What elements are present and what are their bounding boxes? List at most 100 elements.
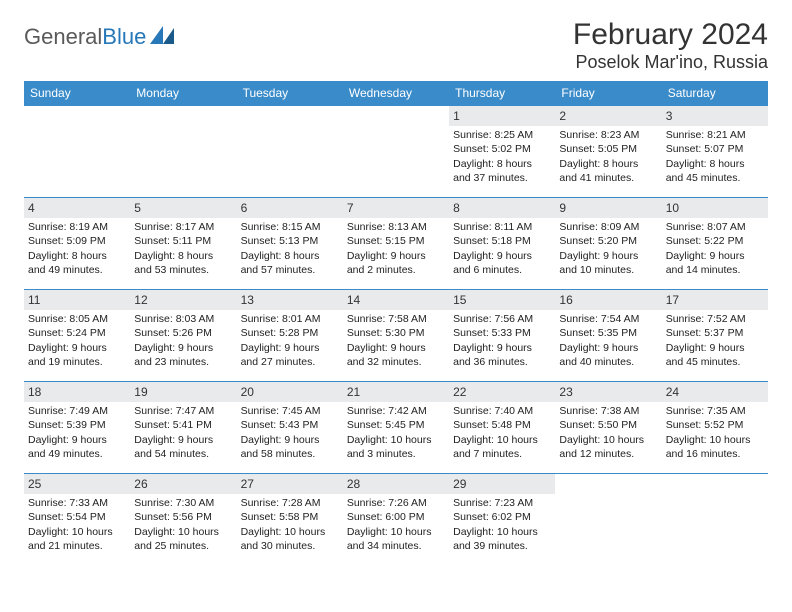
logo: GeneralBlue: [24, 18, 176, 50]
month-title: February 2024: [573, 18, 768, 52]
calendar-cell: 21 Sunrise: 7:42 AMSunset: 5:45 PMDayligh…: [343, 382, 449, 474]
sunset-text: Sunset: 5:35 PM: [559, 326, 657, 340]
calendar-row: 11Sunrise: 8:05 AMSunset: 5:24 PMDayligh…: [24, 290, 768, 382]
logo-word1: General: [24, 24, 102, 50]
sunset-text: Sunset: 5:02 PM: [453, 142, 551, 156]
sunrise-text: Sunrise: 8:13 AM: [347, 220, 445, 234]
sunset-text: Sunset: 5:58 PM: [241, 510, 339, 524]
sunrise-text: Sunrise: 8:23 AM: [559, 128, 657, 142]
calendar-cell: 11Sunrise: 8:05 AMSunset: 5:24 PMDayligh…: [24, 290, 130, 382]
daylight-text: Daylight: 9 hours and 49 minutes.: [28, 433, 126, 461]
calendar-cell: 6Sunrise: 8:15 AMSunset: 5:13 PMDaylight…: [237, 198, 343, 290]
calendar-cell: 27Sunrise: 7:28 AMSunset: 5:58 PMDayligh…: [237, 474, 343, 566]
daylight-text: Daylight: 10 hours and 12 minutes.: [559, 433, 657, 461]
sunset-text: Sunset: 5:28 PM: [241, 326, 339, 340]
daylight-text: Daylight: 9 hours and 54 minutes.: [134, 433, 232, 461]
sunrise-text: Sunrise: 7:38 AM: [559, 404, 657, 418]
day-number: 5: [130, 198, 236, 218]
weekday-header: Wednesday: [343, 81, 449, 106]
sunset-text: Sunset: 5:30 PM: [347, 326, 445, 340]
sunrise-text: Sunrise: 7:30 AM: [134, 496, 232, 510]
weekday-header: Saturday: [662, 81, 768, 106]
sunset-text: Sunset: 5:33 PM: [453, 326, 551, 340]
sunset-text: Sunset: 5:43 PM: [241, 418, 339, 432]
sunset-text: Sunset: 5:05 PM: [559, 142, 657, 156]
daylight-text: Daylight: 10 hours and 34 minutes.: [347, 525, 445, 553]
daylight-text: Daylight: 9 hours and 58 minutes.: [241, 433, 339, 461]
sunset-text: Sunset: 5:56 PM: [134, 510, 232, 524]
daylight-text: Daylight: 9 hours and 27 minutes.: [241, 341, 339, 369]
sunset-text: Sunset: 6:00 PM: [347, 510, 445, 524]
calendar-cell: 28Sunrise: 7:26 AMSunset: 6:00 PMDayligh…: [343, 474, 449, 566]
day-number: 11: [24, 290, 130, 310]
daylight-text: Daylight: 8 hours and 53 minutes.: [134, 249, 232, 277]
daylight-text: Daylight: 9 hours and 10 minutes.: [559, 249, 657, 277]
sunrise-text: Sunrise: 7:42 AM: [347, 404, 445, 418]
sunrise-text: Sunrise: 7:33 AM: [28, 496, 126, 510]
sunset-text: Sunset: 5:37 PM: [666, 326, 764, 340]
day-number: 28: [343, 474, 449, 494]
day-number: 21: [343, 382, 449, 402]
location: Poselok Mar'ino, Russia: [573, 52, 768, 73]
sunrise-text: Sunrise: 7:23 AM: [453, 496, 551, 510]
calendar-cell: 29Sunrise: 7:23 AMSunset: 6:02 PMDayligh…: [449, 474, 555, 566]
sunset-text: Sunset: 6:02 PM: [453, 510, 551, 524]
sunset-text: Sunset: 5:26 PM: [134, 326, 232, 340]
calendar-cell: 23Sunrise: 7:38 AMSunset: 5:50 PMDayligh…: [555, 382, 661, 474]
calendar-row: 18Sunrise: 7:49 AMSunset: 5:39 PMDayligh…: [24, 382, 768, 474]
day-number: 22: [449, 382, 555, 402]
day-number: 3: [662, 106, 768, 126]
calendar-cell: 2 Sunrise: 8:23 AMSunset: 5:05 PMDaylight…: [555, 106, 661, 198]
daylight-text: Daylight: 8 hours and 41 minutes.: [559, 157, 657, 185]
sunrise-text: Sunrise: 8:17 AM: [134, 220, 232, 234]
calendar-cell: 4 Sunrise: 8:19 AMSunset: 5:09 PMDaylight…: [24, 198, 130, 290]
sunrise-text: Sunrise: 8:15 AM: [241, 220, 339, 234]
sunrise-text: Sunrise: 8:07 AM: [666, 220, 764, 234]
daylight-text: Daylight: 9 hours and 14 minutes.: [666, 249, 764, 277]
calendar-table: Sunday Monday Tuesday Wednesday Thursday…: [24, 81, 768, 566]
calendar-cell: [662, 474, 768, 566]
day-number: 14: [343, 290, 449, 310]
daylight-text: Daylight: 10 hours and 3 minutes.: [347, 433, 445, 461]
calendar-cell: [343, 106, 449, 198]
day-number: 17: [662, 290, 768, 310]
sunrise-text: Sunrise: 7:54 AM: [559, 312, 657, 326]
sunset-text: Sunset: 5:41 PM: [134, 418, 232, 432]
sunset-text: Sunset: 5:39 PM: [28, 418, 126, 432]
sunset-text: Sunset: 5:07 PM: [666, 142, 764, 156]
sunset-text: Sunset: 5:45 PM: [347, 418, 445, 432]
calendar-cell: [130, 106, 236, 198]
daylight-text: Daylight: 8 hours and 37 minutes.: [453, 157, 551, 185]
day-number: 24: [662, 382, 768, 402]
weekday-header: Thursday: [449, 81, 555, 106]
calendar-cell: 17Sunrise: 7:52 AMSunset: 5:37 PMDayligh…: [662, 290, 768, 382]
sunrise-text: Sunrise: 8:19 AM: [28, 220, 126, 234]
sunrise-text: Sunrise: 7:47 AM: [134, 404, 232, 418]
weekday-header: Monday: [130, 81, 236, 106]
daylight-text: Daylight: 9 hours and 2 minutes.: [347, 249, 445, 277]
calendar-cell: 10Sunrise: 8:07 AMSunset: 5:22 PMDayligh…: [662, 198, 768, 290]
calendar-body: 1Sunrise: 8:25 AMSunset: 5:02 PMDaylight…: [24, 106, 768, 566]
calendar-row: 1Sunrise: 8:25 AMSunset: 5:02 PMDaylight…: [24, 106, 768, 198]
calendar-cell: 3 Sunrise: 8:21 AMSunset: 5:07 PMDaylight…: [662, 106, 768, 198]
daylight-text: Daylight: 8 hours and 49 minutes.: [28, 249, 126, 277]
day-number: 2: [555, 106, 661, 126]
daylight-text: Daylight: 10 hours and 39 minutes.: [453, 525, 551, 553]
day-number: 13: [237, 290, 343, 310]
calendar-cell: [237, 106, 343, 198]
sunrise-text: Sunrise: 7:45 AM: [241, 404, 339, 418]
daylight-text: Daylight: 9 hours and 23 minutes.: [134, 341, 232, 369]
daylight-text: Daylight: 9 hours and 32 minutes.: [347, 341, 445, 369]
sunrise-text: Sunrise: 8:21 AM: [666, 128, 764, 142]
sunset-text: Sunset: 5:22 PM: [666, 234, 764, 248]
sunset-text: Sunset: 5:20 PM: [559, 234, 657, 248]
sunset-text: Sunset: 5:52 PM: [666, 418, 764, 432]
daylight-text: Daylight: 9 hours and 40 minutes.: [559, 341, 657, 369]
daylight-text: Daylight: 9 hours and 45 minutes.: [666, 341, 764, 369]
sunset-text: Sunset: 5:09 PM: [28, 234, 126, 248]
daylight-text: Daylight: 8 hours and 45 minutes.: [666, 157, 764, 185]
sunrise-text: Sunrise: 8:11 AM: [453, 220, 551, 234]
day-number: 4: [24, 198, 130, 218]
daylight-text: Daylight: 9 hours and 6 minutes.: [453, 249, 551, 277]
sunset-text: Sunset: 5:50 PM: [559, 418, 657, 432]
